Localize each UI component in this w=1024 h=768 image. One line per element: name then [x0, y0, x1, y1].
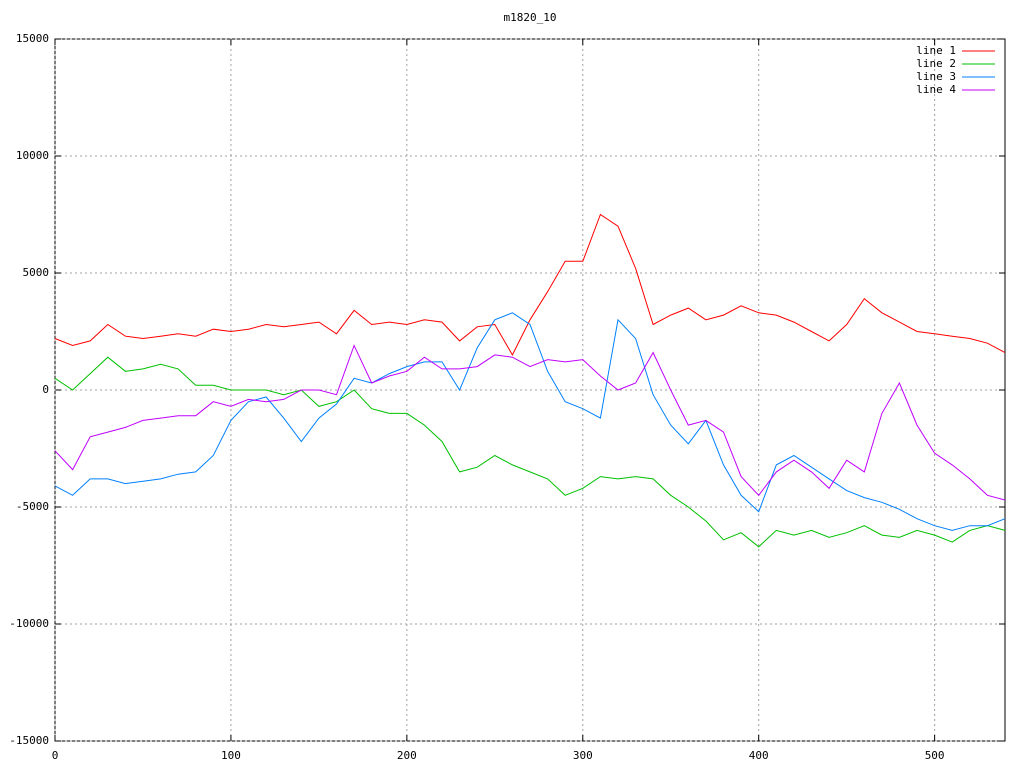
- chart-title: m1820_10: [504, 11, 557, 24]
- data-line: [54, 356, 1006, 548]
- y-tick-label: 10000: [16, 149, 49, 162]
- x-tick-label: 200: [397, 749, 417, 762]
- legend-label: line 4: [916, 83, 956, 96]
- legend-label: line 3: [916, 70, 956, 83]
- data-line: [54, 344, 1006, 501]
- data-line: [54, 312, 1006, 531]
- x-tick-label: 400: [749, 749, 769, 762]
- x-tick-label: 500: [925, 749, 945, 762]
- x-tick-label: 0: [52, 749, 59, 762]
- legend-label: line 2: [916, 57, 956, 70]
- y-tick-label: -10000: [9, 617, 49, 630]
- data-line: [54, 213, 1006, 356]
- x-tick-label: 300: [573, 749, 593, 762]
- y-tick-label: 5000: [23, 266, 50, 279]
- x-tick-label: 100: [221, 749, 241, 762]
- y-tick-label: 0: [42, 383, 49, 396]
- legend-label: line 1: [916, 44, 956, 57]
- y-tick-label: 15000: [16, 32, 49, 45]
- y-tick-label: -5000: [16, 500, 49, 513]
- y-tick-label: -15000: [9, 734, 49, 747]
